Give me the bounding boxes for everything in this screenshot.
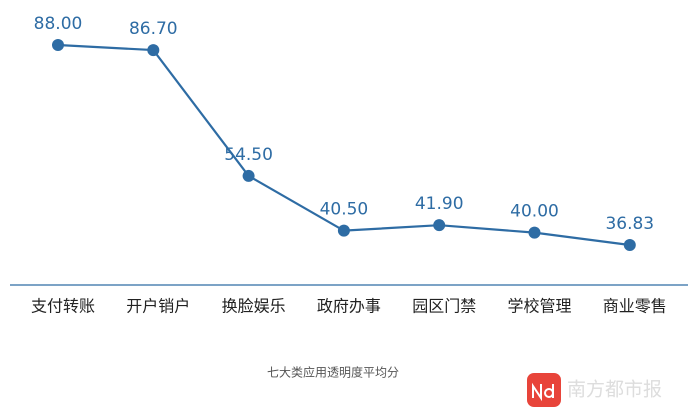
x-tick-label: 支付转账: [31, 297, 95, 316]
point: [623, 239, 636, 251]
value-label: 88.00: [34, 14, 83, 34]
source: 南方都市报: [567, 379, 662, 401]
value-label: 36.83: [605, 214, 654, 234]
point: [528, 226, 541, 239]
value-label: 54.50: [224, 145, 273, 165]
x-tick-label: 换脸娱乐: [222, 297, 286, 316]
point: [52, 39, 64, 51]
point: [242, 169, 255, 182]
value-label: 40.50: [320, 200, 369, 220]
point: [337, 224, 350, 237]
value-label: 40.00: [510, 202, 559, 222]
x-tick-label: 园区门禁: [412, 297, 476, 316]
x-tick-label: 商业零售: [603, 297, 667, 316]
point: [433, 219, 446, 232]
x-tick-label: 开户销户: [126, 297, 190, 316]
chart-title: 七大类应用透明度平均分: [267, 365, 399, 380]
value-label: 86.70: [129, 19, 178, 39]
point: [147, 44, 160, 57]
x-tick-label: 政府办事: [317, 297, 381, 316]
logo-icon: [527, 373, 561, 407]
value-label: 41.90: [415, 194, 464, 214]
x-tick-label: 学校管理: [507, 297, 571, 316]
logo-glyph: [532, 382, 555, 402]
logo: [527, 373, 561, 407]
